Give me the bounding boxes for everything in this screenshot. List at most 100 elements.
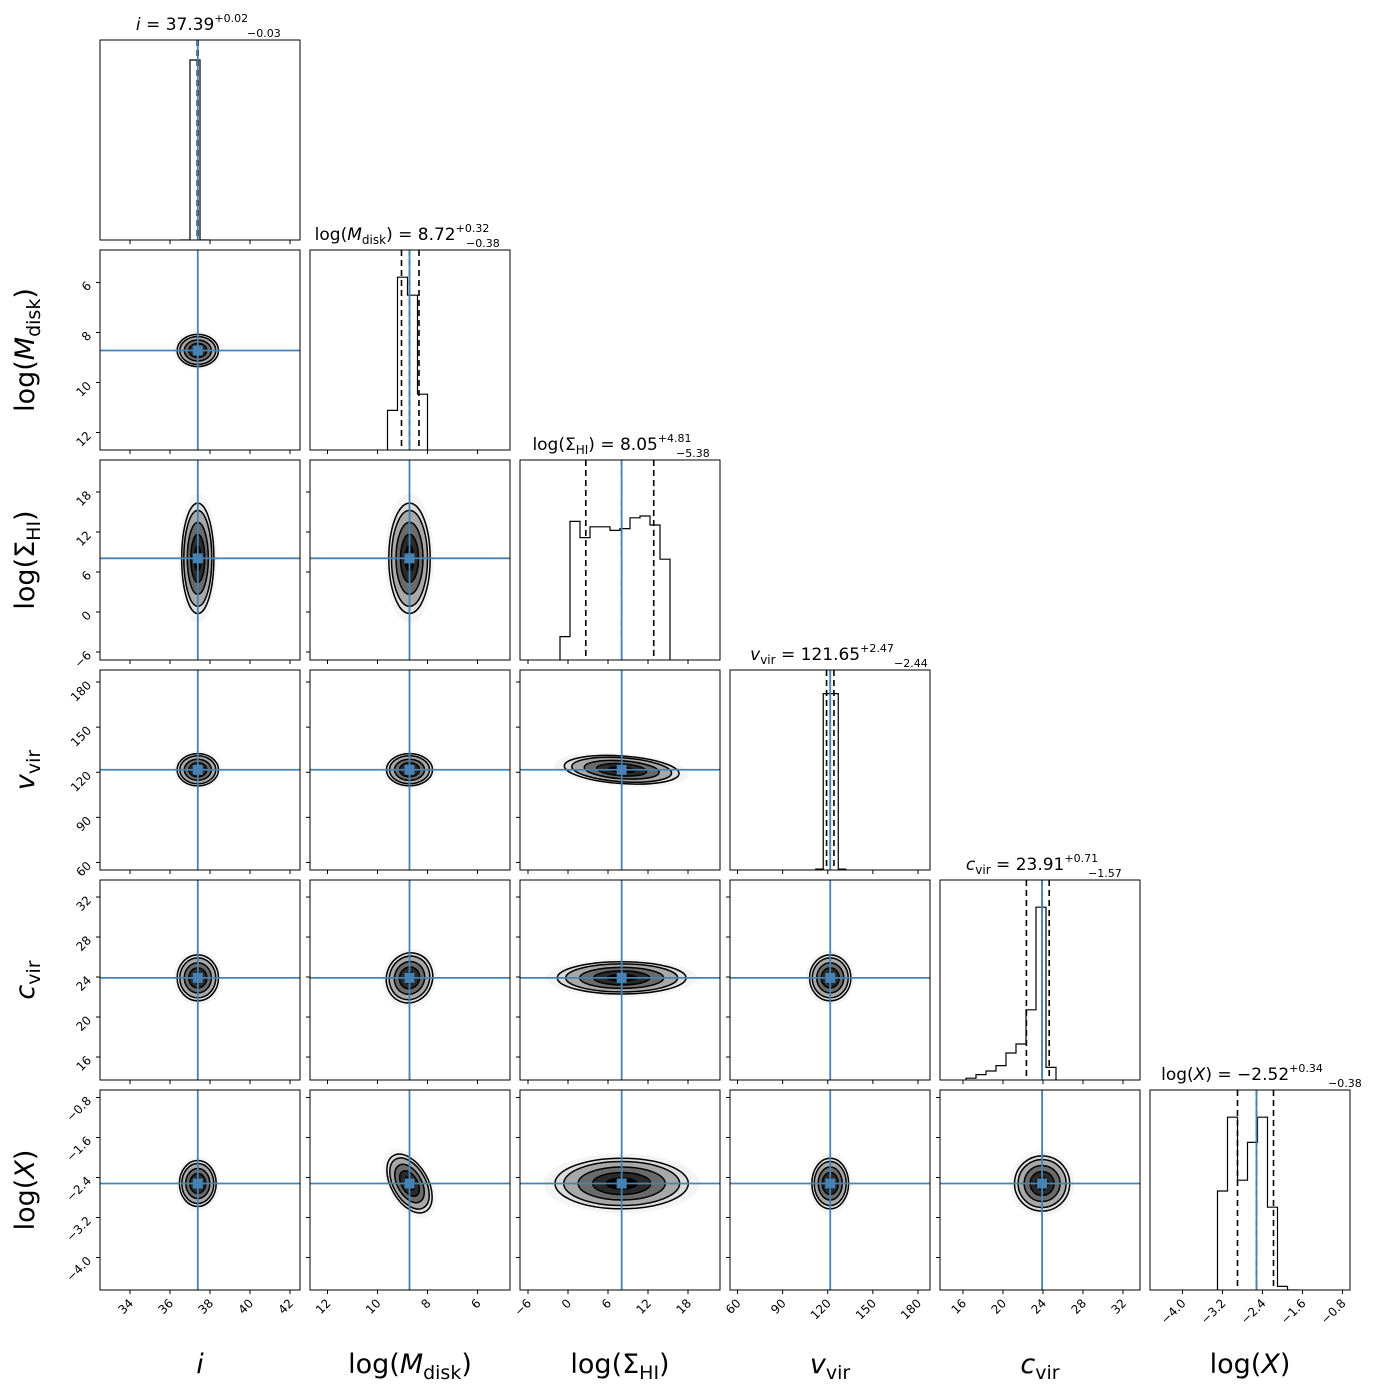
panel-frame [939,879,1141,1081]
hist-panel-logMdisk: log(Mdisk) = 8.72+0.32−0.38 [309,222,511,454]
truth-marker [616,972,627,983]
panel-frame [729,669,931,871]
panel-content [310,880,510,1080]
hist-panel-logX: log(X) = −2.52+0.34 −0.38 −4.0 −3.2 −2.4 −1.6… [1149,1062,1362,1327]
contour-line [385,952,434,1004]
contour-panel-logX-vs-i: 34 36 38 40 42 −4.0 −3.2 −2.4 −1.6 −0.8 [64,1089,301,1317]
panel-frame [1149,1089,1351,1291]
y-tick-label: 0 [79,608,94,623]
panel-content [965,880,1057,1080]
panel-frame [99,249,301,451]
truth-marker [404,972,415,983]
x-tick-label: 8 [418,1296,433,1311]
y-tick-label: 90 [73,814,94,835]
panel-content [940,1090,1140,1290]
x-tick-label: −3.2 [1198,1296,1229,1327]
contour-panel-vvir-vs-logMdisk [306,669,511,874]
panel-content [520,670,720,870]
panel-content [310,1090,510,1290]
x-tick-label: 180 [898,1296,924,1322]
contour-line [389,1157,430,1210]
panel-content [310,670,510,870]
panel-title: i = 37.39+0.02 [136,12,248,35]
panel-content [100,250,300,450]
x-tick-label: 38 [195,1296,216,1317]
x-tick-label: 24 [1028,1296,1049,1317]
y-tick-label: −2.4 [64,1174,95,1205]
x-tick-label: −0.8 [1318,1296,1349,1327]
panel-frame [519,459,721,661]
panel-frame [309,459,511,661]
contour-line [393,960,426,995]
x-tick-label: 6 [468,1296,483,1311]
truth-marker [404,1178,415,1189]
panel-frame [519,879,721,1081]
histogram-step [559,515,671,660]
truth-marker [192,553,203,564]
contour-line [386,1153,433,1214]
contour-panel-logX-vs-logSigmaHI: −6 0 6 12 18 [512,1089,721,1319]
x-tick-label: 150 [853,1296,879,1322]
panel-title: log(ΣHI) = 8.05+4.81 [532,432,691,457]
y-tick-label: 6 [79,568,94,583]
x-tick-label: 60 [723,1296,744,1317]
x-tick-label: 34 [115,1296,136,1317]
y-tick-label: 20 [73,1013,94,1034]
panel-title: log(X) = −2.52+0.34 [1161,1062,1323,1085]
panel-title: vvir = 121.65+2.47 [750,642,894,667]
y-tick-label: 12 [73,429,94,450]
panel-title: log(Mdisk) = 8.72+0.32 [315,222,490,247]
contour-panel-logX-vs-cvir: 16 20 24 28 32 [936,1089,1141,1317]
y-axis-label-logSigmaHI: log(ΣHI) [10,510,45,609]
truth-marker [404,553,415,564]
panel-content [100,670,300,870]
contour-line [563,754,680,785]
truth-marker [616,1178,627,1189]
y-tick-label: −0.8 [64,1094,95,1125]
panel-content [730,880,930,1080]
x-tick-label: 32 [1108,1296,1129,1317]
x-tick-label: −1.6 [1278,1296,1309,1327]
x-tick-label: 40 [235,1296,256,1317]
y-tick-label: 16 [73,1053,94,1074]
y-tick-label: 18 [73,488,94,509]
x-tick-label: 10 [363,1296,384,1317]
panel-content [520,880,720,1080]
panel-content [559,460,671,660]
y-tick-label: −6 [72,648,94,670]
panel-frame [309,669,511,871]
contour-panel-logX-vs-logMdisk: 12 10 8 6 [306,1089,511,1317]
density-blob [554,752,690,787]
contour-line [1017,1158,1067,1209]
panel-frame [309,879,511,1081]
hist-panel-cvir: cvir = 23.91+0.71−1.57 [939,852,1141,1084]
panel-frame [729,1089,931,1291]
truth-marker [192,972,203,983]
truth-marker [825,1178,836,1189]
truth-marker [192,345,203,356]
y-axis-label-logMdisk: log(Mdisk) [10,288,45,412]
hist-panel-vvir: vvir = 121.65+2.47−2.44 [729,642,931,874]
truth-marker [1037,1178,1048,1189]
contour-panel-cvir-vs-logMdisk [306,879,511,1084]
panel-title-minus: −1.57 [1088,867,1122,880]
x-tick-label: 6 [599,1296,614,1311]
x-tick-label: −6 [512,1296,534,1318]
panel-frame [99,1089,301,1291]
y-tick-label: 6 [79,279,94,294]
panel-title-minus: −5.38 [676,447,710,460]
x-axis-label-cvir: cvir [1020,1349,1059,1384]
y-tick-label: 180 [68,678,94,704]
truth-marker [404,764,415,775]
x-tick-label: 36 [155,1296,176,1317]
contour-line [398,1169,421,1198]
panel-frame [99,879,301,1081]
y-tick-label: 8 [79,329,94,344]
panel-content [100,1090,300,1290]
x-tick-label: 28 [1068,1296,1089,1317]
x-tick-label: 12 [313,1296,334,1317]
contour-panel-vvir-vs-logSigmaHI [516,669,721,874]
x-tick-label: 120 [808,1296,834,1322]
x-axis-label-i: i [196,1349,204,1380]
y-tick-label: 28 [73,933,94,954]
